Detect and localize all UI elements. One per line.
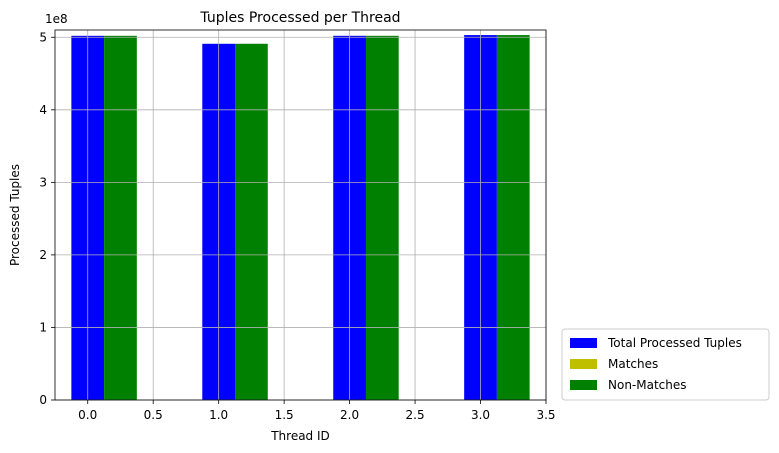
x-tick-label: 3.0: [471, 408, 490, 422]
x-tick-label: 2.5: [406, 408, 425, 422]
x-tick-label: 1.0: [209, 408, 228, 422]
y-tick-label: 4: [39, 103, 47, 117]
x-tick-label: 2.0: [340, 408, 359, 422]
legend-box: [561, 328, 770, 401]
grid-lines: [55, 30, 547, 401]
legend-label-non-matches: Non-Matches: [608, 378, 687, 392]
y-tick-label: 5: [39, 30, 47, 44]
axes: [54, 29, 547, 401]
legend-label-matches: Matches: [608, 357, 658, 371]
legend: Total Processed Tuples Matches Non-Matches: [561, 328, 770, 401]
y-tick-label: 1: [39, 320, 47, 334]
x-axis-label: Thread ID: [270, 429, 330, 443]
plot-frame: [54, 29, 547, 401]
x-tick-label: 3.5: [536, 408, 555, 422]
bar-non-matches-0: [104, 35, 137, 400]
x-tick-label: 0.0: [78, 408, 97, 422]
bar-non-matches-3: [496, 35, 530, 400]
bar-non-matches-2: [365, 35, 399, 400]
bar-non-matches-1: [235, 43, 268, 401]
x-tick-label: 1.5: [275, 408, 294, 422]
bars: [71, 35, 530, 401]
legend-swatch-non-matches: [570, 380, 597, 390]
y-axis-offset-label: 1e8: [45, 12, 68, 26]
y-axis-label: Processed Tuples: [8, 164, 22, 266]
x-tick-label: 0.5: [144, 408, 163, 422]
y-tick-label: 2: [39, 248, 47, 262]
legend-swatch-matches: [570, 359, 597, 369]
legend-swatch-total-processed-tuples: [570, 338, 597, 348]
y-tick-label: 0: [39, 393, 47, 407]
y-tick-label: 3: [39, 175, 47, 189]
ticks: 0.0 0.5 1.0 1.5 2.0 2.5 3.0 3.5 0 1 2 3 4 5: [39, 30, 555, 422]
chart-title: Tuples Processed per Thread: [199, 10, 400, 26]
legend-label-total-processed-tuples: Total Processed Tuples: [607, 336, 742, 350]
